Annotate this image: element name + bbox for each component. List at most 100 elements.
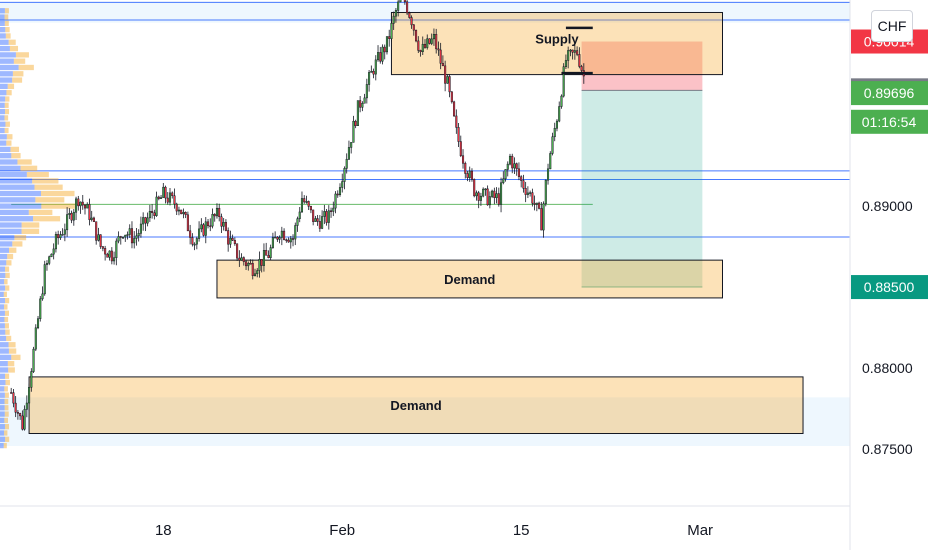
candle-body: [522, 180, 525, 189]
candle-body: [535, 202, 538, 205]
volume-bar-orange: [11, 354, 21, 361]
volume-bar-blue: [0, 171, 27, 178]
volume-bar-orange: [4, 411, 9, 417]
candle-body: [195, 238, 198, 245]
volume-bar-orange: [4, 424, 10, 430]
volume-bar-orange: [4, 127, 9, 134]
volume-bar-blue: [0, 424, 5, 430]
candle-body: [558, 106, 561, 122]
candle-body: [75, 198, 78, 213]
candle-body: [146, 217, 149, 224]
candle-body: [403, 0, 406, 2]
price-tag-4: [851, 275, 928, 300]
volume-bar-blue: [0, 102, 5, 108]
volume-bar-blue: [0, 77, 13, 83]
candle-body: [484, 188, 487, 191]
volume-bar-blue: [0, 342, 9, 348]
volume-bar-blue: [0, 234, 15, 241]
volume-bar-orange: [4, 392, 9, 398]
short-position-tool[interactable]: [581, 41, 703, 288]
currency-button[interactable]: CHF: [871, 10, 913, 42]
candle-body: [580, 66, 583, 71]
bottom-band: [0, 397, 850, 446]
candle-body: [108, 250, 111, 258]
candle-body: [446, 76, 449, 84]
candle-body: [233, 240, 236, 245]
candle-body: [439, 49, 442, 64]
candle-body: [79, 201, 82, 207]
volume-bar-blue: [0, 197, 36, 203]
volume-bar-orange: [40, 190, 75, 197]
volume-bar-blue: [0, 411, 5, 417]
candle-body: [262, 250, 265, 266]
candle-body: [130, 228, 134, 244]
candle-body: [155, 196, 158, 216]
candle-body: [19, 413, 22, 417]
candle-body: [202, 224, 205, 236]
candle-body: [160, 197, 163, 199]
candle-body: [562, 66, 565, 97]
volume-bar-orange: [35, 197, 65, 203]
candle-body: [321, 216, 324, 229]
candle-body: [303, 198, 306, 203]
candle-body: [256, 270, 259, 275]
candle-body: [258, 259, 261, 271]
price-axis[interactable]: 0.87500 0.88000 0.88500 0.89000: [862, 198, 913, 457]
candle-body: [200, 224, 203, 230]
candle-body: [285, 239, 288, 241]
candle-body: [412, 24, 415, 31]
candle-body: [121, 236, 125, 239]
volume-bar-blue: [0, 285, 6, 291]
candle-body: [224, 222, 227, 231]
volume-bar-orange: [4, 14, 9, 20]
candle-body: [211, 213, 214, 227]
zones[interactable]: Supply Demand Demand: [28, 11, 804, 435]
candle-body: [247, 262, 250, 267]
volume-bar-blue: [0, 20, 5, 27]
candle-body: [544, 179, 547, 204]
price-tag-label-3: 01:16:54: [862, 114, 917, 130]
candle-body: [526, 192, 529, 195]
candle-body: [307, 201, 310, 207]
volume-bar-orange: [5, 329, 10, 335]
volume-bar-blue: [0, 260, 7, 266]
volume-bar-orange: [4, 430, 8, 436]
candle-body: [90, 217, 93, 220]
volume-bar-blue: [0, 354, 12, 361]
volume-bar-blue: [0, 304, 5, 310]
time-tick-label-3: Mar: [687, 522, 713, 539]
candle-body: [361, 103, 364, 108]
volume-bar-orange: [5, 285, 10, 291]
volume-bar-orange: [12, 71, 24, 77]
candle-body: [488, 196, 491, 206]
candle-body: [578, 54, 581, 67]
candle-body: [236, 243, 239, 259]
candle-body: [23, 409, 26, 430]
volume-bar-blue: [0, 146, 11, 153]
candle-body: [426, 38, 429, 48]
candle-body: [341, 181, 344, 188]
volume-bar-blue: [0, 45, 10, 52]
volume-bar-blue: [0, 417, 5, 424]
volume-bar-orange: [15, 52, 29, 58]
candle-body: [280, 230, 283, 238]
candle-body: [354, 120, 357, 126]
time-axis[interactable]: 18 Feb 15 Mar: [155, 522, 713, 539]
price-tag-label-2: 0.89696: [864, 85, 915, 101]
candle-body: [54, 234, 57, 250]
volume-bar-blue: [0, 159, 18, 165]
volume-bar-blue: [0, 373, 6, 379]
volume-bar-blue: [0, 8, 5, 14]
volume-bar-orange: [4, 102, 9, 108]
volume-bar-orange: [4, 304, 8, 310]
volume-bar-orange: [12, 241, 23, 247]
candle-body: [466, 173, 469, 178]
candle-body: [473, 179, 476, 197]
volume-bar-orange: [4, 386, 8, 392]
time-tick-label-0: 18: [155, 522, 172, 539]
candle-body: [238, 257, 241, 261]
supply-zone-0: [390, 11, 723, 76]
candle-body: [173, 195, 176, 205]
candle-body: [352, 120, 355, 143]
